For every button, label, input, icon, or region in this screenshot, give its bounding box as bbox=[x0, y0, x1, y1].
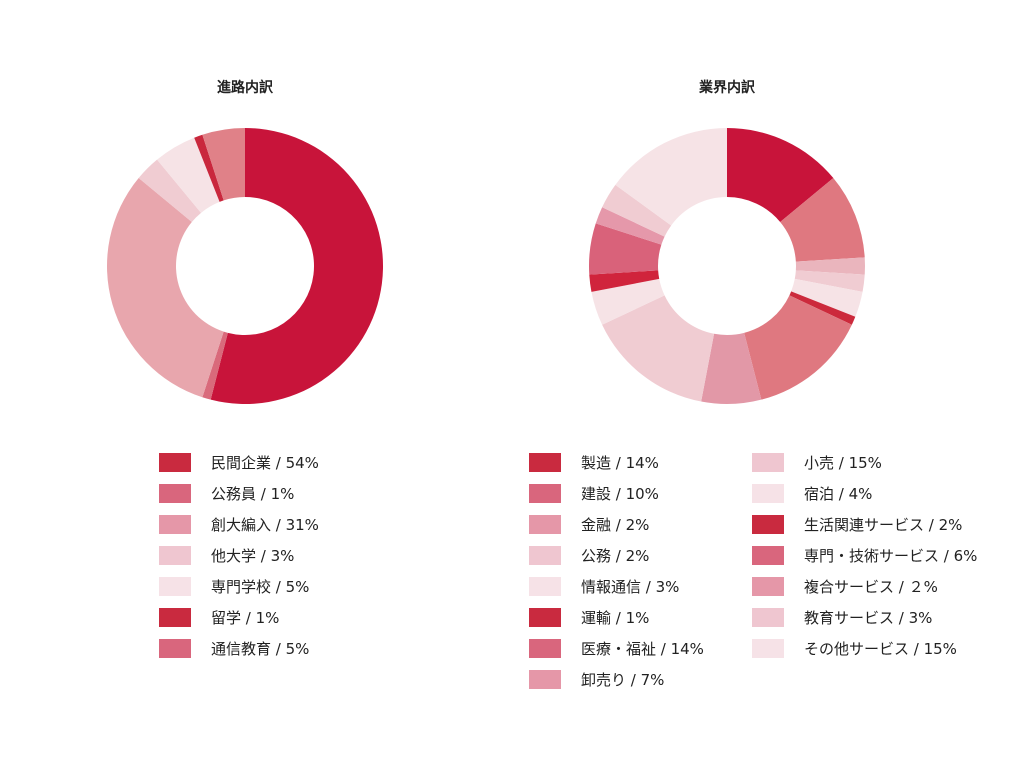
legend-swatch bbox=[529, 639, 561, 658]
donut-slice bbox=[789, 291, 856, 325]
donut-slice bbox=[202, 331, 228, 400]
legend-item: 専門・技術サービス / 6% bbox=[752, 546, 977, 565]
legend-label: 医療・福祉 / 14% bbox=[581, 640, 704, 658]
legend-swatch bbox=[159, 515, 191, 534]
legend-item: 医療・福祉 / 14% bbox=[529, 639, 704, 658]
donut-slice bbox=[791, 278, 863, 317]
legend-label: 卸売り / 7% bbox=[581, 671, 664, 689]
legend-item: 公務 / 2% bbox=[529, 546, 649, 565]
legend-swatch bbox=[529, 484, 561, 503]
legend-swatch bbox=[752, 453, 784, 472]
donut-slices bbox=[588, 128, 866, 405]
legend-item: 公務員 / 1% bbox=[159, 484, 294, 503]
legend-swatch bbox=[529, 608, 561, 627]
legend-item: 運輸 / 1% bbox=[529, 608, 649, 627]
legend-item: 金融 / 2% bbox=[529, 515, 649, 534]
legend-item: 宿泊 / 4% bbox=[752, 484, 872, 503]
legend-item: その他サービス / 15% bbox=[752, 639, 957, 658]
legend-item: 生活関連サービス / 2% bbox=[752, 515, 962, 534]
legend-label: 留学 / 1% bbox=[211, 609, 279, 627]
legend-item: 他大学 / 3% bbox=[159, 546, 294, 565]
legend-swatch bbox=[159, 453, 191, 472]
legend-item: 通信教育 / 5% bbox=[159, 639, 309, 658]
legend-swatch bbox=[529, 577, 561, 596]
donut-slice bbox=[701, 332, 762, 405]
donut-slices bbox=[107, 128, 384, 404]
legend-label: 建設 / 10% bbox=[581, 485, 659, 503]
legend-swatch bbox=[752, 639, 784, 658]
legend-swatch bbox=[752, 608, 784, 627]
legend-item: 製造 / 14% bbox=[529, 453, 659, 472]
legend-label: 公務員 / 1% bbox=[211, 485, 294, 503]
legend-swatch bbox=[529, 670, 561, 689]
donut-slice bbox=[157, 137, 220, 213]
donut-slice bbox=[602, 295, 715, 402]
legend-swatch bbox=[752, 577, 784, 596]
donut-slice bbox=[615, 128, 727, 226]
legend-swatch bbox=[159, 608, 191, 627]
legend-item: 複合サービス / ２% bbox=[752, 577, 938, 596]
legend-item: 民間企業 / 54% bbox=[159, 453, 319, 472]
legend-label: 情報通信 / 3% bbox=[581, 578, 679, 596]
legend-label: 運輸 / 1% bbox=[581, 609, 649, 627]
donut-slice bbox=[194, 134, 224, 202]
legend-item: 情報通信 / 3% bbox=[529, 577, 679, 596]
chart-title: 進路内訳 bbox=[217, 79, 274, 96]
chart-title: 業界内訳 bbox=[698, 79, 756, 96]
legend-label: 製造 / 14% bbox=[581, 454, 659, 472]
legend-item: 専門学校 / 5% bbox=[159, 577, 309, 596]
legend-item: 小売 / 15% bbox=[752, 453, 882, 472]
legend-item: 建設 / 10% bbox=[529, 484, 659, 503]
legend-swatch bbox=[159, 546, 191, 565]
legend-swatch bbox=[529, 546, 561, 565]
legend-label: 小売 / 15% bbox=[804, 454, 882, 472]
legend-label: 創大編入 / 31% bbox=[211, 516, 319, 534]
donut-slice bbox=[795, 257, 866, 275]
legend-label: 他大学 / 3% bbox=[211, 547, 294, 565]
donut-slice bbox=[588, 223, 662, 275]
legend-item: 留学 / 1% bbox=[159, 608, 279, 627]
legend-label: 金融 / 2% bbox=[581, 516, 649, 534]
legend-swatch bbox=[752, 484, 784, 503]
legend-label: 宿泊 / 4% bbox=[804, 485, 872, 503]
legend: 製造 / 14% 建設 / 10% 金融 / 2% 公務 / 2% 情報通信 / 3% 運… bbox=[529, 453, 977, 689]
donut-slice bbox=[138, 159, 202, 223]
legend-label: 専門・技術サービス / 6% bbox=[804, 547, 977, 565]
legend-swatch bbox=[529, 515, 561, 534]
industry-breakdown-chart: 業界内訳 製造 / 14% 建設 / 10% 金融 / 2% 公務 / 2% 情報通信 … bbox=[529, 79, 977, 689]
legend-label: その他サービス / 15% bbox=[804, 640, 957, 658]
donut-slice bbox=[780, 178, 865, 262]
legend-swatch bbox=[752, 546, 784, 565]
legend-label: 生活関連サービス / 2% bbox=[804, 516, 962, 534]
legend-label: 専門学校 / 5% bbox=[211, 578, 309, 596]
donut-slice bbox=[589, 270, 660, 292]
legend-label: 公務 / 2% bbox=[581, 547, 649, 565]
career-breakdown-chart: 進路内訳 民間企業 / 54% 公務員 / 1% 創大編入 / 31% 他大学 / 3… bbox=[107, 79, 384, 658]
legend: 民間企業 / 54% 公務員 / 1% 創大編入 / 31% 他大学 / 3% 専門学校… bbox=[159, 453, 319, 658]
legend-swatch bbox=[529, 453, 561, 472]
legend-item: 教育サービス / 3% bbox=[752, 608, 932, 627]
legend-swatch bbox=[752, 515, 784, 534]
donut-slice bbox=[202, 128, 245, 201]
donut-slice bbox=[595, 207, 665, 245]
legend-item: 創大編入 / 31% bbox=[159, 515, 319, 534]
donut-slice bbox=[591, 278, 665, 325]
legend-item: 卸売り / 7% bbox=[529, 670, 664, 689]
donut-slice bbox=[602, 184, 672, 237]
legend-swatch bbox=[159, 484, 191, 503]
donut-slice bbox=[794, 270, 865, 292]
donut-slice bbox=[107, 178, 224, 398]
legend-swatch bbox=[159, 577, 191, 596]
legend-label: 複合サービス / ２% bbox=[804, 578, 938, 596]
legend-label: 民間企業 / 54% bbox=[211, 454, 319, 472]
donut-slice bbox=[727, 128, 834, 223]
legend-label: 通信教育 / 5% bbox=[211, 640, 309, 658]
legend-swatch bbox=[159, 639, 191, 658]
legend-label: 教育サービス / 3% bbox=[804, 609, 932, 627]
donut-slice bbox=[744, 295, 852, 400]
donut-slice bbox=[210, 128, 384, 404]
